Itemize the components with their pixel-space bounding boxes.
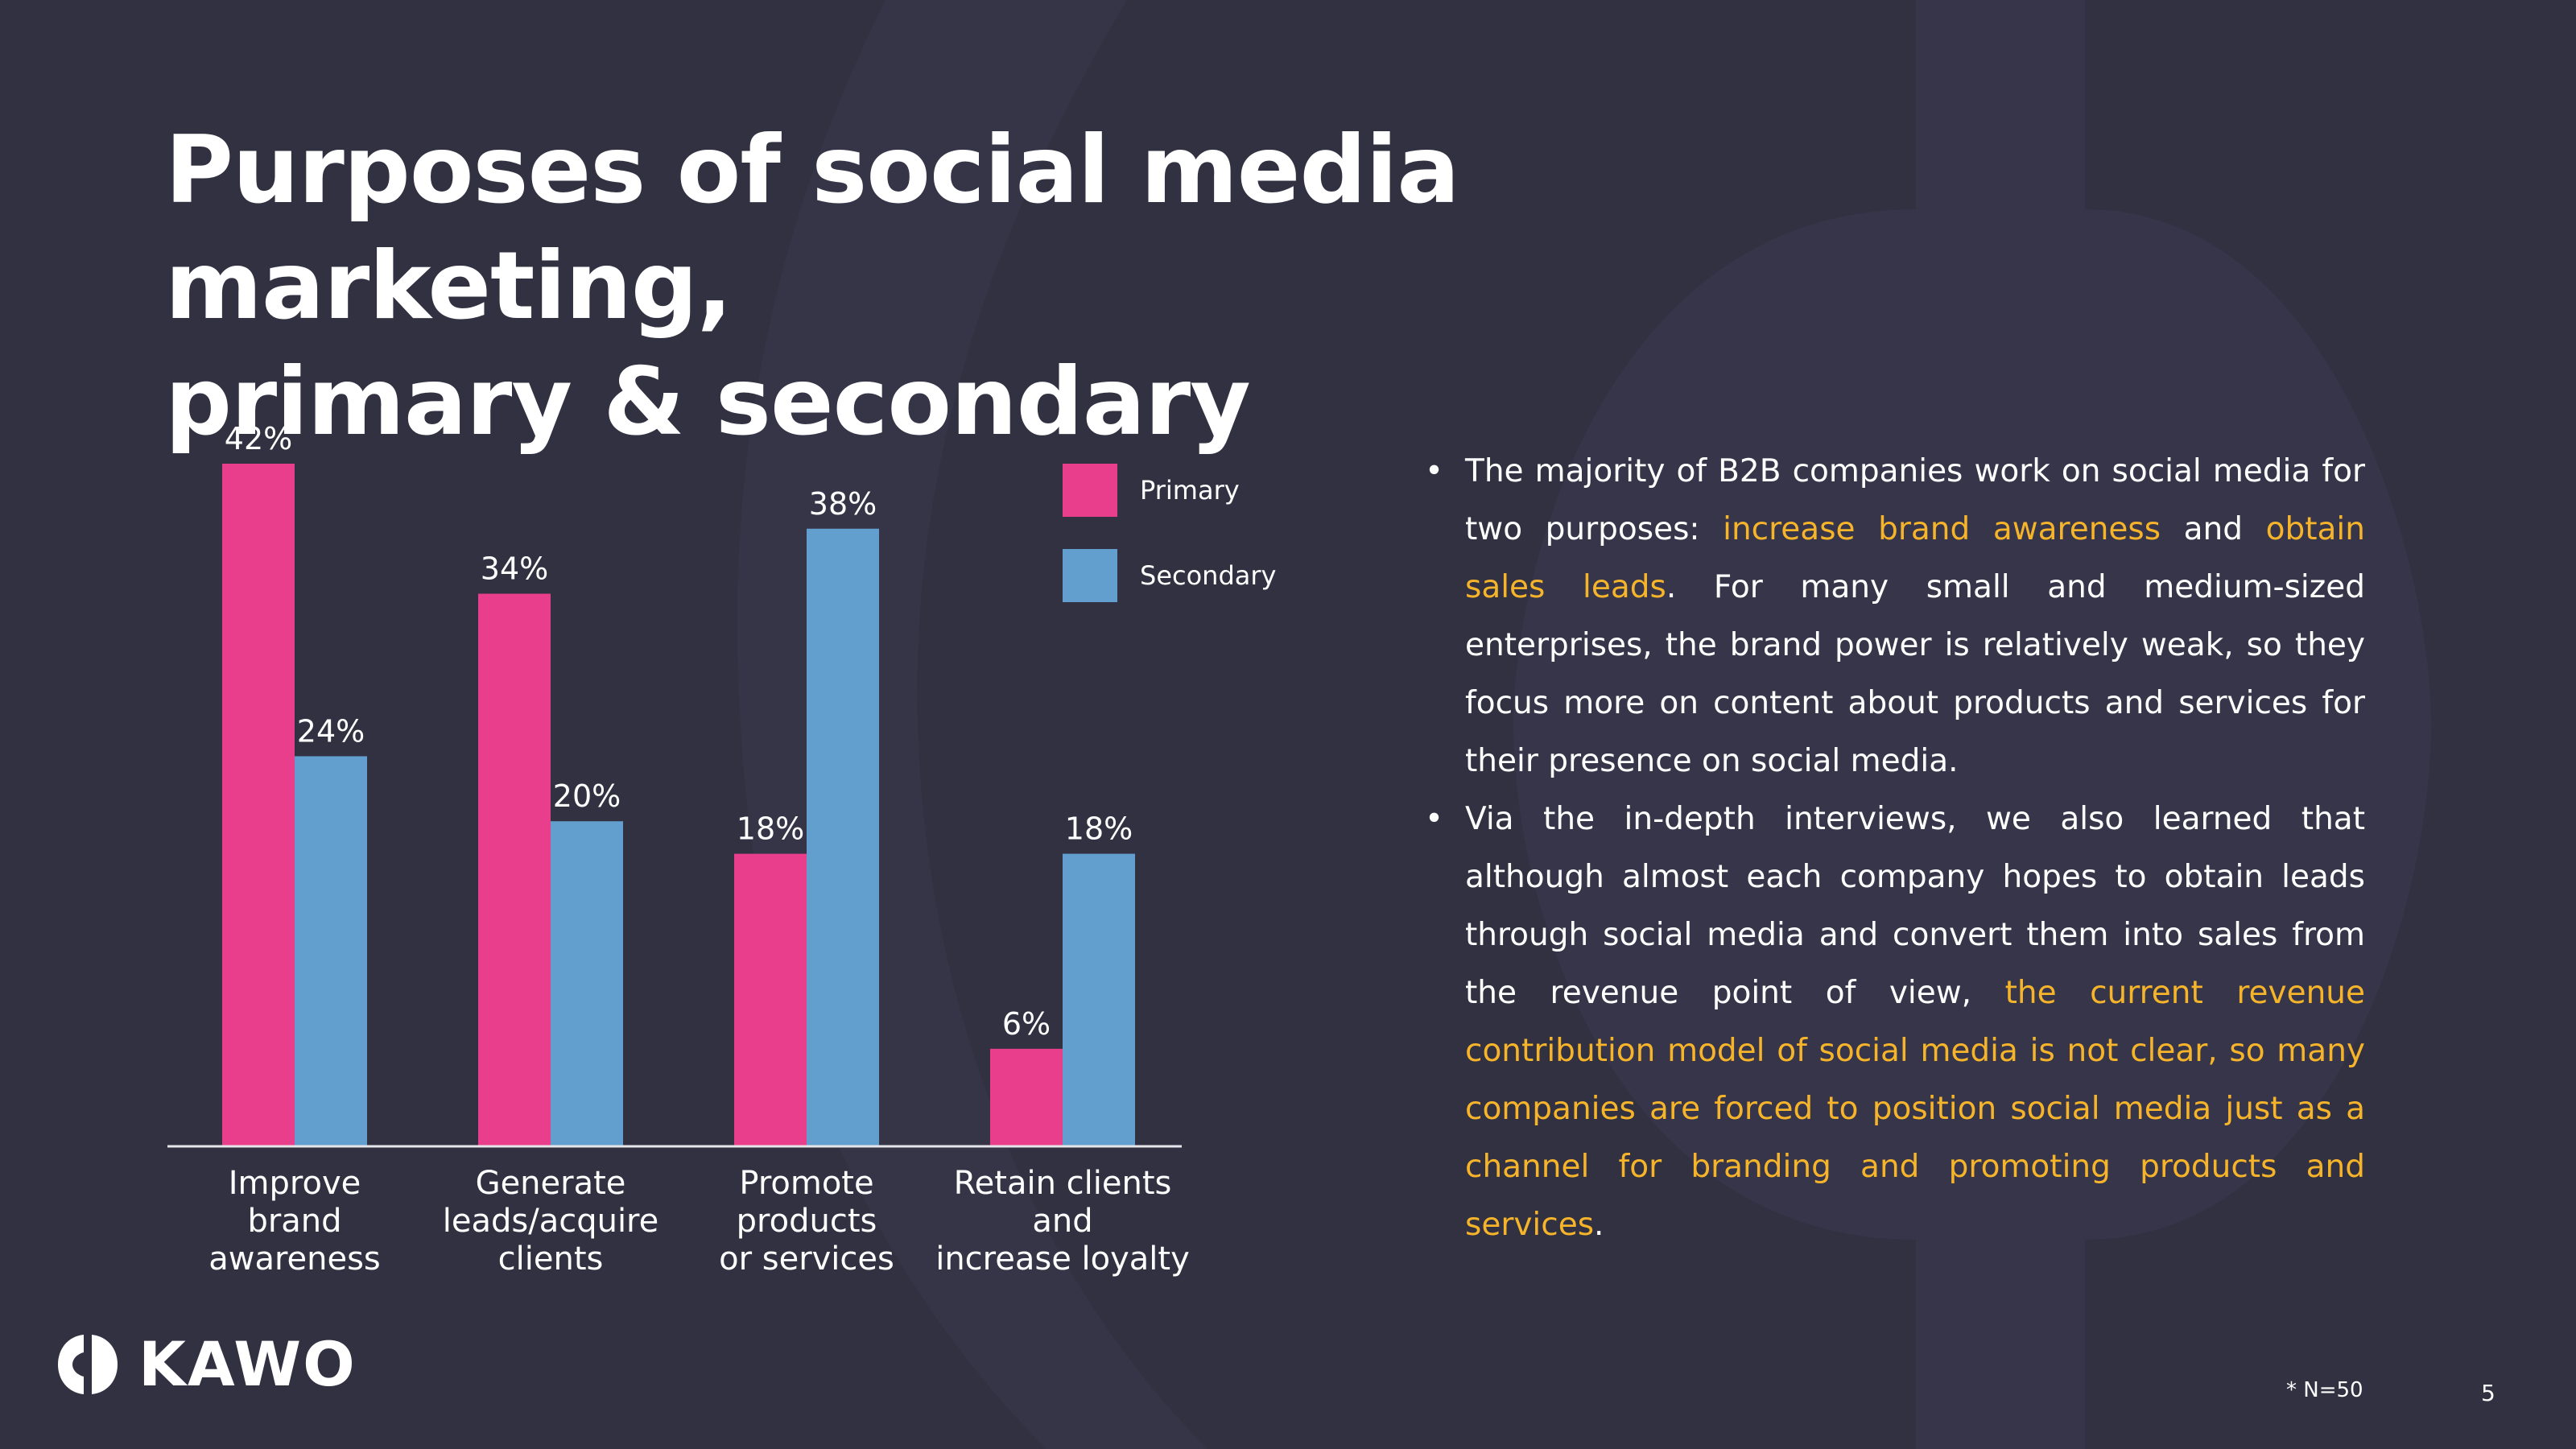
- legend-item-primary: Primary: [1063, 464, 1240, 517]
- legend-label-primary: Primary: [1140, 475, 1240, 506]
- logo-wordmark: KAWO: [138, 1328, 357, 1400]
- footnote: * N=50: [2286, 1378, 2363, 1402]
- bar-secondary-3: [1063, 853, 1135, 1146]
- bar-secondary-0: [295, 756, 367, 1146]
- data-label-primary-3: 6%: [1002, 1006, 1051, 1042]
- insights-list: • The majority of B2B companies work on s…: [1425, 443, 2365, 1254]
- x-tick-label-line: increase loyalty: [935, 1241, 1190, 1278]
- bar-secondary-2: [807, 528, 879, 1146]
- data-label-secondary-2: 38%: [809, 486, 877, 522]
- x-tick-label-line: leads/acquire: [442, 1203, 659, 1240]
- bar-primary-2: [734, 853, 807, 1146]
- bar-primary-0: [222, 464, 295, 1146]
- bar-primary-3: [990, 1048, 1063, 1146]
- insight-bullet-0: • The majority of B2B companies work on s…: [1425, 443, 2365, 791]
- page-number: 5: [2481, 1380, 2496, 1406]
- legend-swatch-primary: [1063, 464, 1117, 517]
- body-text: . For many small and medium-sized enterp…: [1465, 569, 2365, 779]
- highlighted-text: the current revenue contribution model o…: [1465, 975, 2365, 1243]
- x-tick-label-line: awareness: [208, 1241, 381, 1278]
- data-label-secondary-3: 18%: [1065, 811, 1133, 847]
- body-text: The majority of B2B companies work on so…: [1465, 453, 2365, 547]
- data-label-primary-2: 18%: [737, 811, 804, 847]
- x-tick-label-2: Promote products or services: [670, 1165, 943, 1278]
- x-tick-label-0: Improve brand awareness: [158, 1165, 431, 1278]
- bar-secondary-1: [551, 821, 623, 1146]
- highlighted-text: obtain sales leads: [1465, 511, 2365, 605]
- body-text: and: [2161, 511, 2266, 547]
- body-text: Via the in-depth interviews, we also lea…: [1465, 801, 2365, 1011]
- x-tick-label-3: Retain clients and increase loyalty: [926, 1165, 1199, 1278]
- x-tick-label-line: products: [736, 1203, 877, 1240]
- slide-title: Purposes of social media marketing, prim…: [165, 113, 2017, 460]
- title-line-1: Purposes of social media marketing,: [165, 116, 1460, 341]
- insight-bullet-1: • Via the in-depth interviews, we also le…: [1425, 791, 2365, 1254]
- bar-primary-1: [478, 593, 551, 1146]
- legend-label-secondary: Secondary: [1140, 560, 1277, 591]
- x-tick-label-line: or services: [719, 1241, 894, 1278]
- legend-swatch-secondary: [1063, 549, 1117, 602]
- body-text: .: [1594, 1207, 1604, 1243]
- x-tick-label-line: clients: [497, 1241, 604, 1278]
- title-line-2: primary & secondary: [165, 348, 1251, 456]
- data-label-primary-0: 42%: [225, 421, 292, 456]
- kawo-logo-icon: [58, 1334, 118, 1394]
- x-tick-label-line: Retain clients and: [953, 1165, 1172, 1240]
- x-tick-label-line: Generate: [475, 1165, 626, 1202]
- legend-item-secondary: Secondary: [1063, 549, 1276, 602]
- data-label-secondary-0: 24%: [297, 713, 365, 749]
- x-tick-label-line: brand: [247, 1203, 342, 1240]
- x-tick-label-line: Improve: [228, 1165, 361, 1202]
- bullet-dot: •: [1425, 453, 1444, 489]
- kawo-logo: KAWO: [55, 1328, 357, 1400]
- highlighted-text: increase brand awareness: [1723, 511, 2161, 547]
- bullet-dot: •: [1425, 801, 1444, 837]
- x-tick-label-1: Generate leads/acquire clients: [414, 1165, 687, 1278]
- x-tick-label-line: Promote: [739, 1165, 874, 1202]
- data-label-secondary-1: 20%: [553, 778, 621, 814]
- data-label-primary-1: 34%: [481, 551, 548, 587]
